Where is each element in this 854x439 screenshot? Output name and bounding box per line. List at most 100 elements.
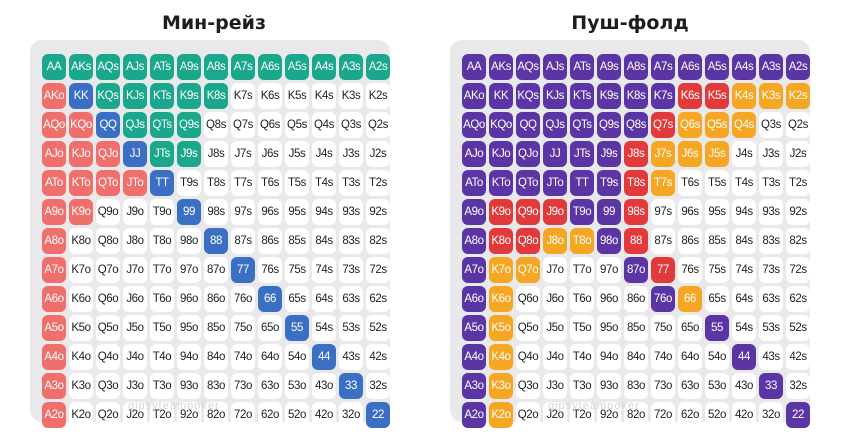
hand-cell-QTs: QTs	[570, 112, 594, 138]
hand-cell-J8o: J8o	[123, 228, 147, 254]
hand-cell-76o: 76o	[651, 286, 675, 312]
hand-cell-AA: AA	[462, 54, 486, 80]
hand-cell-AA: AA	[42, 54, 66, 80]
hand-cell-T9s: T9s	[597, 170, 621, 196]
hand-cell-J5o: J5o	[543, 315, 567, 341]
hand-cell-85o: 85o	[624, 315, 648, 341]
hand-cell-AQs: AQs	[516, 54, 540, 80]
hand-cell-Q8o: Q8o	[516, 228, 540, 254]
hand-cell-86o: 86o	[624, 286, 648, 312]
hand-cell-54o: 54o	[285, 344, 309, 370]
hand-cell-95s: 95s	[285, 199, 309, 225]
hand-cell-J3s: J3s	[339, 141, 363, 167]
hand-cell-J3o: J3o	[123, 373, 147, 399]
hand-cell-Q8s: Q8s	[204, 112, 228, 138]
hand-cell-AJo: AJo	[42, 141, 66, 167]
hand-cell-32s: 32s	[786, 373, 810, 399]
hand-cell-KQs: KQs	[96, 83, 120, 109]
hand-cell-T2o: T2o	[570, 402, 594, 428]
hand-cell-ATo: ATo	[42, 170, 66, 196]
hand-cell-K9o: K9o	[69, 199, 93, 225]
hand-cell-85s: 85s	[705, 228, 729, 254]
hand-cell-53s: 53s	[339, 315, 363, 341]
hand-cell-87s: 87s	[231, 228, 255, 254]
hand-cell-77: 77	[231, 257, 255, 283]
hand-cell-72s: 72s	[786, 257, 810, 283]
hand-cell-55: 55	[705, 315, 729, 341]
hand-cell-J9o: J9o	[543, 199, 567, 225]
hand-cell-Q8o: Q8o	[96, 228, 120, 254]
hand-cell-A8s: A8s	[624, 54, 648, 80]
hand-cell-82o: 82o	[204, 402, 228, 428]
hand-cell-73s: 73s	[339, 257, 363, 283]
hand-cell-Q4o: Q4o	[516, 344, 540, 370]
hand-cell-Q8s: Q8s	[624, 112, 648, 138]
hand-cell-97s: 97s	[651, 199, 675, 225]
hand-cell-K2s: K2s	[786, 83, 810, 109]
hand-cell-A4o: A4o	[462, 344, 486, 370]
hand-cell-T6s: T6s	[678, 170, 702, 196]
hand-cell-T7o: T7o	[570, 257, 594, 283]
hand-cell-A9s: A9s	[597, 54, 621, 80]
hand-cell-77: 77	[651, 257, 675, 283]
hand-cell-J3o: J3o	[543, 373, 567, 399]
hand-cell-92o: 92o	[177, 402, 201, 428]
hand-cell-JTo: JTo	[543, 170, 567, 196]
hand-cell-A2o: A2o	[462, 402, 486, 428]
hand-cell-TT: TT	[150, 170, 174, 196]
hand-cell-96s: 96s	[258, 199, 282, 225]
hand-cell-K4o: K4o	[489, 344, 513, 370]
hand-cell-Q6o: Q6o	[516, 286, 540, 312]
hand-cell-92s: 92s	[366, 199, 390, 225]
hand-cell-J7s: J7s	[651, 141, 675, 167]
hand-cell-84o: 84o	[624, 344, 648, 370]
min-raise-title: Мин-рейз	[161, 12, 267, 34]
hand-cell-AKs: AKs	[489, 54, 513, 80]
hand-cell-JTs: JTs	[150, 141, 174, 167]
hand-cell-ATs: ATs	[570, 54, 594, 80]
hand-cell-QQ: QQ	[516, 112, 540, 138]
hand-cell-64s: 64s	[732, 286, 756, 312]
hand-cell-K9s: K9s	[597, 83, 621, 109]
hand-cell-A5s: A5s	[285, 54, 309, 80]
hand-cell-T4s: T4s	[312, 170, 336, 196]
hand-cell-A5o: A5o	[462, 315, 486, 341]
hand-cell-93s: 93s	[759, 199, 783, 225]
hand-cell-A3s: A3s	[759, 54, 783, 80]
hand-cell-AJs: AJs	[543, 54, 567, 80]
hand-cell-T6s: T6s	[258, 170, 282, 196]
hand-cell-97o: 97o	[597, 257, 621, 283]
hand-cell-97s: 97s	[231, 199, 255, 225]
hand-cell-86s: 86s	[678, 228, 702, 254]
hand-cell-QTo: QTo	[96, 170, 120, 196]
hand-cell-Q5s: Q5s	[705, 112, 729, 138]
push-fold-hand-grid: AA AKs AQs AJs ATs A9s A8s A7s A6s A5s A4s A3s A2s AK…	[462, 54, 810, 428]
hand-cell-KK: KK	[69, 83, 93, 109]
hand-cell-44: 44	[732, 344, 756, 370]
hand-cell-A2s: A2s	[786, 54, 810, 80]
hand-cell-Q7o: Q7o	[96, 257, 120, 283]
hand-cell-KK: KK	[489, 83, 513, 109]
hand-cell-66: 66	[678, 286, 702, 312]
hand-cell-KTs: KTs	[150, 83, 174, 109]
hand-cell-84s: 84s	[732, 228, 756, 254]
hand-cell-J7o: J7o	[543, 257, 567, 283]
hand-cell-22: 22	[786, 402, 810, 428]
hand-cell-K2o: K2o	[69, 402, 93, 428]
hand-cell-KTs: KTs	[570, 83, 594, 109]
hand-cell-93s: 93s	[339, 199, 363, 225]
hand-cell-J7s: J7s	[231, 141, 255, 167]
hand-cell-K2s: K2s	[366, 83, 390, 109]
hand-cell-53o: 53o	[285, 373, 309, 399]
hand-cell-43o: 43o	[312, 373, 336, 399]
hand-cell-92s: 92s	[786, 199, 810, 225]
hand-cell-T3o: T3o	[150, 373, 174, 399]
hand-cell-82o: 82o	[624, 402, 648, 428]
hand-cell-J6o: J6o	[543, 286, 567, 312]
hand-cell-K8s: K8s	[204, 83, 228, 109]
hand-cell-75o: 75o	[651, 315, 675, 341]
hand-cell-A6s: A6s	[258, 54, 282, 80]
hand-cell-JJ: JJ	[123, 141, 147, 167]
hand-cell-94s: 94s	[732, 199, 756, 225]
hand-cell-K7s: K7s	[231, 83, 255, 109]
